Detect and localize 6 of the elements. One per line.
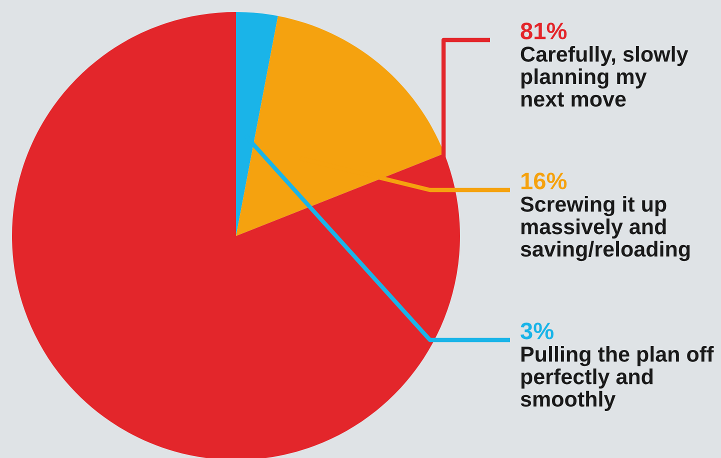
data-label: 81% [520,22,567,40]
data-label: 16% [521,172,567,190]
data-label: 3% [520,322,554,340]
slice-label: Carefully, slowly planning my next move [520,46,688,107]
slice-label: Screwing it up massively and saving/reloading [520,196,690,262]
slice-label: Pulling the plan off perfectly and smoothly [520,346,714,411]
